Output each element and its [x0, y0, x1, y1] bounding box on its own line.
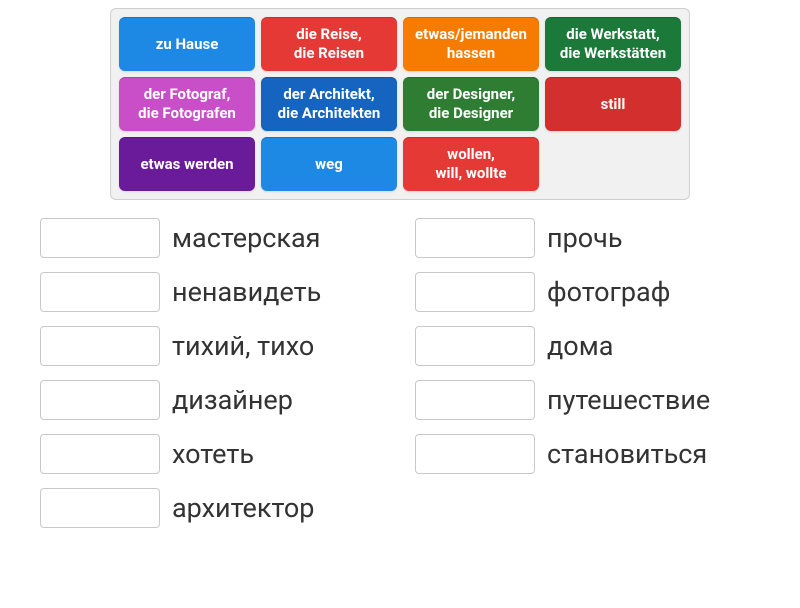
answer-row: прочь [415, 218, 760, 258]
answer-label: тихий, тихо [172, 330, 314, 362]
drop-target[interactable] [40, 488, 160, 528]
answer-label: мастерская [172, 222, 321, 254]
draggable-tile[interactable]: wollen, will, wollte [403, 137, 539, 191]
answer-row: хотеть [40, 434, 385, 474]
answer-label: фотограф [547, 276, 670, 308]
drop-target[interactable] [415, 218, 535, 258]
answer-label: дома [547, 330, 613, 362]
draggable-tile[interactable]: still [545, 77, 681, 131]
answer-label: ненавидеть [172, 276, 321, 308]
answer-row: архитектор [40, 488, 385, 528]
answer-label: хотеть [172, 438, 254, 470]
answer-row: фотограф [415, 272, 760, 312]
drop-target[interactable] [40, 434, 160, 474]
answer-label: архитектор [172, 492, 314, 524]
draggable-tile[interactable]: zu Hause [119, 17, 255, 71]
answer-row: становиться [415, 434, 760, 474]
drop-target[interactable] [415, 380, 535, 420]
tiles-container: zu Hausedie Reise, die Reisenetwas/jeman… [110, 8, 690, 200]
draggable-tile[interactable]: etwas/jemanden hassen [403, 17, 539, 71]
answer-row: мастерская [40, 218, 385, 258]
empty-cell [415, 488, 760, 528]
drop-target[interactable] [40, 218, 160, 258]
answer-row: дизайнер [40, 380, 385, 420]
answer-label: путешествие [547, 384, 710, 416]
answer-label: становиться [547, 438, 707, 470]
draggable-tile[interactable]: die Reise, die Reisen [261, 17, 397, 71]
drop-target[interactable] [40, 326, 160, 366]
answer-row: тихий, тихо [40, 326, 385, 366]
answer-label: дизайнер [172, 384, 293, 416]
draggable-tile[interactable]: der Architekt, die Architekten [261, 77, 397, 131]
draggable-tile[interactable]: der Designer, die Designer [403, 77, 539, 131]
drop-target[interactable] [415, 434, 535, 474]
draggable-tile[interactable]: die Werkstatt, die Werkstätten [545, 17, 681, 71]
drop-target[interactable] [40, 380, 160, 420]
draggable-tile[interactable]: etwas werden [119, 137, 255, 191]
answer-row: путешествие [415, 380, 760, 420]
draggable-tile[interactable]: der Fotograf, die Fotografen [119, 77, 255, 131]
answer-row: дома [415, 326, 760, 366]
answers-grid: мастерская прочь ненавидеть фотограф тихий, … [0, 218, 800, 528]
draggable-tile[interactable]: weg [261, 137, 397, 191]
drop-target[interactable] [415, 326, 535, 366]
drop-target[interactable] [415, 272, 535, 312]
answer-label: прочь [547, 222, 623, 254]
drop-target[interactable] [40, 272, 160, 312]
answer-row: ненавидеть [40, 272, 385, 312]
